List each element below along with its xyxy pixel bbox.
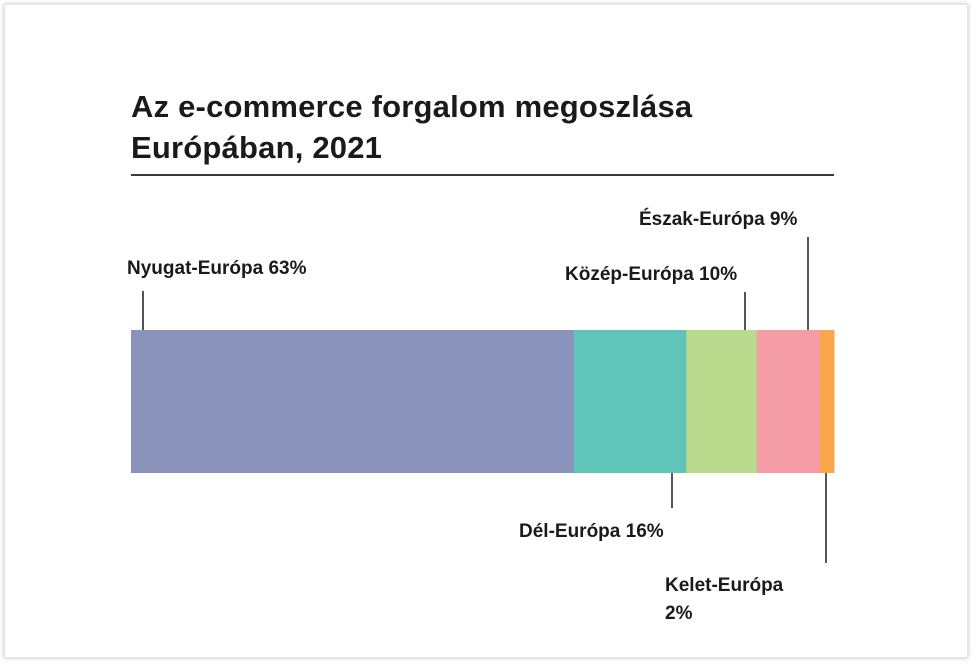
bar-segment-kelet-eur-pa bbox=[819, 330, 835, 473]
data-label: Észak-Európa 9% bbox=[639, 208, 797, 230]
bar-segment--szak-eur-pa bbox=[756, 330, 821, 473]
data-label: Kelet-Európa bbox=[665, 575, 784, 596]
bar-segment-d-l-eur-pa bbox=[573, 330, 687, 473]
data-label: 2% bbox=[665, 603, 693, 624]
title-divider bbox=[131, 174, 834, 176]
data-label: Közép-Európa 10% bbox=[565, 264, 737, 285]
bar-segment-nyugat-eur-pa bbox=[131, 330, 575, 473]
chart-title-line-2: Európában, 2021 bbox=[131, 130, 383, 165]
bar-segment-k-z-p-eur-pa bbox=[686, 330, 758, 473]
chart-title: Az e-commerce forgalom megoszlása Európá… bbox=[131, 86, 831, 168]
data-label: Nyugat-Európa 63% bbox=[127, 258, 307, 279]
data-label: Dél-Európa 16% bbox=[519, 521, 664, 542]
chart-title-line-1: Az e-commerce forgalom megoszlása bbox=[131, 89, 693, 124]
